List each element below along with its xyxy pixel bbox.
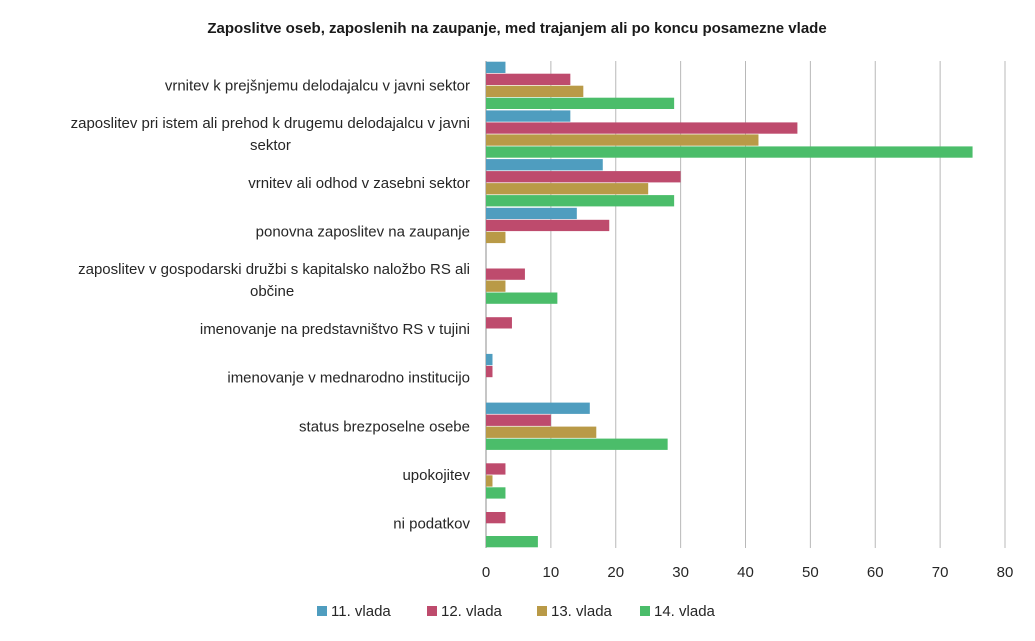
category-label-1-1: vrnitev k prejšnjemu delodajalcu v javni… xyxy=(165,77,470,94)
category-label-4-1: ponovna zaposlitev na zaupanje xyxy=(256,223,470,240)
bar-1-8 xyxy=(486,402,590,414)
legend-swatch-3 xyxy=(537,606,547,616)
bar-4-8 xyxy=(486,438,668,450)
bar-4-10 xyxy=(486,536,538,548)
legend-swatch-1 xyxy=(317,606,327,616)
legend-swatch-2 xyxy=(427,606,437,616)
category-label-7-1: imenovanje v mednarodno institucijo xyxy=(227,370,470,387)
category-label-5-2: občine xyxy=(250,283,294,300)
x-tick-20: 20 xyxy=(607,564,624,581)
legend: 11. vlada 12. vlada 13. vlada 14. vlada xyxy=(317,603,716,620)
legend-label-3: 13. vlada xyxy=(551,603,613,620)
category-label-6-1: imenovanje na predstavništvo RS v tujini xyxy=(200,321,470,338)
category-label-5-1: zaposlitev v gospodarski družbi s kapita… xyxy=(78,261,470,278)
bar-1-7 xyxy=(486,353,493,366)
bar-4-5 xyxy=(486,292,558,304)
legend-swatch-4 xyxy=(640,606,650,616)
x-tick-40: 40 xyxy=(737,564,754,581)
bar-2-7 xyxy=(486,365,493,378)
category-label-2-1: zaposlitev pri istem ali prehod k drugem… xyxy=(71,115,470,132)
bar-2-4 xyxy=(486,219,610,232)
category-label-9-1: upokojitev xyxy=(402,467,470,484)
category-labels: vrnitev k prejšnjemu delodajalcu v javni… xyxy=(71,77,471,532)
x-tick-70: 70 xyxy=(932,564,949,581)
bar-2-3 xyxy=(486,171,681,183)
legend-label-1: 11. vlada xyxy=(331,603,391,620)
bar-3-5 xyxy=(486,280,506,292)
bar-3-4 xyxy=(486,231,506,244)
x-tick-10: 10 xyxy=(543,564,560,581)
category-label-10-1: ni podatkov xyxy=(393,516,470,533)
bar-4-2 xyxy=(486,146,973,158)
bar-2-1 xyxy=(486,73,571,85)
legend-label-4: 14. vlada xyxy=(654,603,716,620)
gridlines xyxy=(485,61,1006,548)
bar-4-3 xyxy=(486,195,675,207)
x-tick-50: 50 xyxy=(802,564,819,581)
bar-3-3 xyxy=(486,183,649,195)
bar-1-1 xyxy=(486,61,506,73)
bar-4-1 xyxy=(486,97,675,109)
bar-3-1 xyxy=(486,85,584,97)
bar-3-8 xyxy=(486,426,597,438)
bar-2-2 xyxy=(486,122,798,134)
x-tick-80: 80 xyxy=(997,564,1014,581)
bar-2-9 xyxy=(486,463,506,475)
bar-2-8 xyxy=(486,414,551,426)
category-label-3-1: vrnitev ali odhod v zasebni sektor xyxy=(248,175,470,192)
x-tick-0: 0 xyxy=(482,564,490,581)
bar-2-5 xyxy=(486,268,525,280)
legend-label-2: 12. vlada xyxy=(441,603,503,620)
bar-2-6 xyxy=(486,317,512,329)
bar-1-2 xyxy=(486,110,571,122)
bar-3-9 xyxy=(486,475,493,487)
bar-1-3 xyxy=(486,159,603,171)
bar-3-2 xyxy=(486,134,759,146)
bar-4-9 xyxy=(486,487,506,499)
chart-title: Zaposlitve oseb, zaposlenih na zaupanje,… xyxy=(207,20,826,37)
x-tick-60: 60 xyxy=(867,564,884,581)
x-tick-labels: 0 10 20 30 40 50 60 70 80 xyxy=(482,564,1014,581)
bar-2-10 xyxy=(486,512,506,524)
x-tick-30: 30 xyxy=(672,564,689,581)
category-label-2-2: sektor xyxy=(250,137,291,154)
bar-1-4 xyxy=(486,207,577,220)
category-label-8-1: status brezposelne osebe xyxy=(299,418,470,435)
bars xyxy=(486,61,973,548)
